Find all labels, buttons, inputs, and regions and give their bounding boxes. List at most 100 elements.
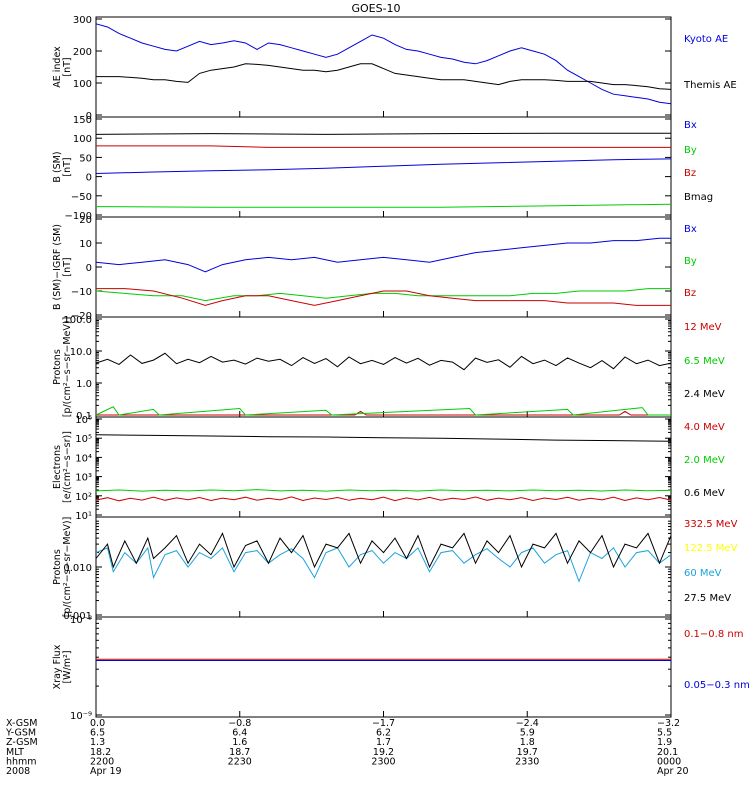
footer-value: 1.9: [657, 737, 672, 748]
footer-value: 19.7: [517, 747, 538, 758]
legend-label: 0.05−0.3 nm: [684, 680, 750, 691]
y-axis-label: AE index[nT]: [52, 46, 73, 88]
y-tick-label: 150: [73, 115, 92, 126]
series-line-4-0-mev: [95, 496, 672, 502]
legend-label: Bz: [684, 288, 696, 299]
legend-label: 0.1−0.8 nm: [684, 629, 743, 640]
footer-value: −3.2: [657, 718, 680, 729]
panel-protons_p: 0.1 1.0 10.0 100.0Protons[p/(cm²−s−sr−MeV)]…: [52, 315, 725, 422]
y-tick-label: 100: [73, 134, 92, 145]
y-tick-label: 10: [79, 239, 92, 250]
footer-value: 2230: [228, 756, 252, 767]
footer-row-label: MLT: [6, 747, 24, 758]
footer-value: −0.8: [228, 718, 251, 729]
footer-row-label: hhmm: [6, 756, 37, 767]
panel-ae: 0 100 200 300 AE index[nT] Kyoto AE Themis AE: [52, 15, 737, 122]
series-line-6-5-mev: [95, 406, 671, 416]
legend-label: Bmag: [684, 192, 713, 203]
legend-label: Bx: [684, 224, 697, 235]
y-tick-label: 1.0: [76, 379, 92, 390]
footer-value: 2300: [371, 756, 395, 767]
series-line-12-mev: [96, 410, 671, 416]
y-tick-label: 10⁻⁹: [70, 711, 92, 722]
y-tick-label: −50: [71, 192, 92, 203]
panel-bsm: −100 −50 0 50 100 150 B (SM)[nT] Bx By Bz Bmag: [52, 115, 713, 222]
footer-value: Apr 20: [657, 766, 689, 777]
panel-frame: [95, 216, 672, 318]
footer-value: 0000: [657, 756, 681, 767]
y-tick-label: 20: [79, 215, 92, 226]
footer-value: 5.5: [657, 728, 672, 739]
footer-row-label: Y-GSM: [5, 728, 36, 739]
y-tick-label: 0: [86, 263, 92, 274]
y-tick-label: 10⁴: [75, 453, 92, 464]
y-tick-label: 10²: [75, 492, 92, 503]
series-line-kyoto-ae: [95, 23, 672, 105]
y-tick-label: 300: [73, 15, 92, 26]
series-line-by: [95, 203, 672, 208]
panel-frame: [95, 116, 672, 218]
y-tick-label: 10.0: [70, 347, 92, 358]
y-tick-label: 0.001: [63, 611, 92, 622]
series-line-2-0-mev: [95, 489, 672, 492]
series-line-bz: [96, 145, 671, 148]
series-line-themis-ae: [96, 63, 672, 90]
series-line-2-4-mev: [95, 352, 672, 371]
footer-value: 6.4: [232, 728, 247, 739]
legend-label: 60 MeV: [684, 568, 722, 579]
footer-value: 1.6: [232, 737, 247, 748]
footer-row-label: X-GSM: [6, 718, 37, 729]
footer-value: 0.0: [90, 718, 105, 729]
y-tick-label: −100: [65, 211, 92, 222]
footer-value: −1.7: [372, 718, 395, 729]
y-axis-label: B (SM)−IGRF (SM)[nT]: [52, 224, 73, 310]
panel-frame: [95, 16, 672, 118]
y-axis-label: B (SM)[nT]: [52, 151, 73, 182]
series-line-0-6-mev: [95, 434, 672, 442]
panel-xray: 10⁻⁹ 10⁻⁸ Xray Flux[W/m²] 0.1−0.8 nm 0.05−0.…: [52, 615, 750, 722]
ephemeris-footer: X-GSM 0.0 −0.8 −1.7 −2.4 −3.2 Y-GSM 6.5 6.4 6.2 5.…: [5, 718, 689, 777]
footer-value: 1.8: [520, 737, 535, 748]
footer-value: 6.5: [90, 728, 105, 739]
legend-label: Themis AE: [683, 80, 737, 91]
y-tick-label: 100.0: [63, 315, 92, 326]
plot-title: GOES-10: [351, 2, 400, 15]
y-tick-label: 0.1: [76, 411, 92, 422]
legend-label: 6.5 MeV: [684, 356, 725, 367]
footer-value: 1.7: [376, 737, 391, 748]
legend-label: 122.5 MeV: [684, 543, 738, 554]
y-tick-label: 10⁵: [75, 434, 92, 445]
footer-value: 6.2: [376, 728, 391, 739]
footer-value: 2200: [90, 756, 114, 767]
series-line-bz: [96, 288, 671, 306]
legend-label: Bz: [684, 168, 696, 179]
y-axis-label: Electrons[e/(cm²−s−sr)]: [52, 431, 73, 503]
series-line-27-5-mev: [95, 532, 672, 569]
footer-value: 19.2: [373, 747, 394, 758]
footer-value: Apr 19: [90, 766, 122, 777]
panel-bigrf: −20 −10 0 10 20 B (SM)−IGRF (SM)[nT] Bx By Bz: [52, 215, 697, 322]
y-tick-label: 10⁶: [75, 415, 92, 426]
y-tick-label: 0: [86, 173, 92, 184]
legend-label: 2.0 MeV: [684, 455, 725, 466]
footer-row-label: Z-GSM: [6, 737, 38, 748]
y-tick-label: 50: [79, 153, 92, 164]
footer-value: 1.3: [90, 737, 105, 748]
panel-frame: [95, 616, 672, 718]
legend-label: By: [684, 145, 697, 156]
y-axis-label: Xray Flux[W/m²]: [52, 644, 73, 689]
panel-frame: [95, 316, 672, 418]
legend-label: Kyoto AE: [684, 34, 728, 45]
legend-label: By: [684, 256, 697, 267]
legend-label: Bx: [684, 120, 697, 131]
legend-label: 0.6 MeV: [684, 488, 725, 499]
legend-label: 2.4 MeV: [684, 389, 725, 400]
y-tick-label: 10¹: [75, 511, 92, 522]
footer-value: 2330: [515, 756, 539, 767]
legend-label: 12 MeV: [684, 322, 722, 333]
y-tick-label: 0: [86, 111, 92, 122]
legend-label: 332.5 MeV: [684, 519, 738, 530]
